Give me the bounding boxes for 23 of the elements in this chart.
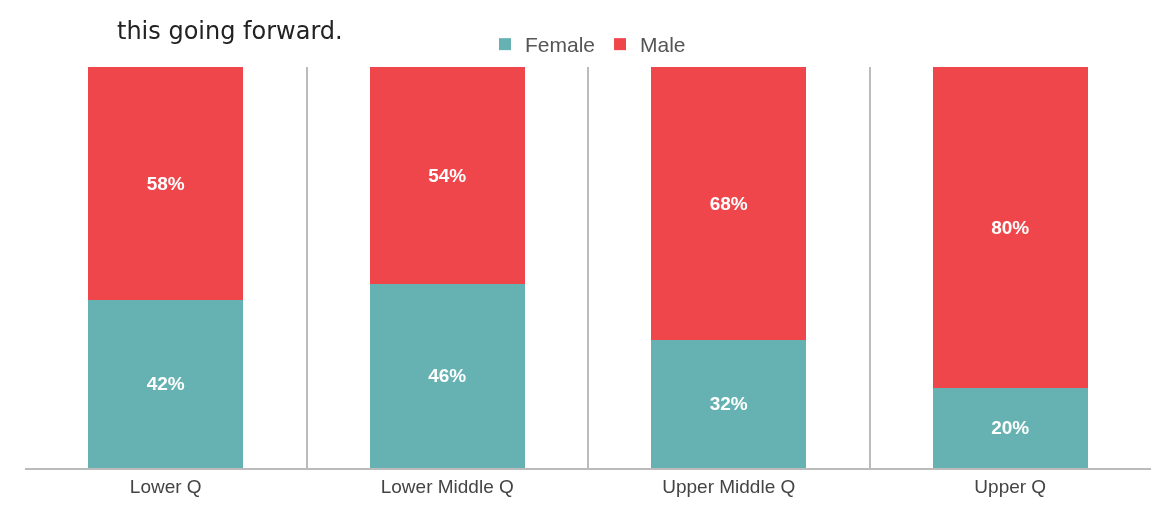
bar [369,283,525,468]
x-tick-label: Upper Q [974,475,1047,497]
data-label: 32% [709,393,748,415]
bar [651,67,807,340]
text: this going forward. [117,17,343,45]
bar [651,339,807,468]
legend-label: Female [525,33,596,57]
x-tick-label: Upper Middle Q [662,475,796,497]
data-label: 54% [428,164,467,186]
bar [932,67,1088,388]
data-label: 68% [709,192,748,214]
data-label: 58% [146,172,185,194]
bar [369,67,525,284]
data-label: 20% [991,417,1030,439]
data-label: 46% [428,365,467,387]
x-tick-label: Lower Middle Q [380,475,514,497]
bar [88,299,244,468]
data-label: 42% [146,373,185,395]
legend-label: Male [640,33,686,57]
bar [932,387,1088,468]
x-tick-label: Lower Q [129,475,202,497]
bar [88,67,244,300]
data-label: 80% [991,216,1030,238]
